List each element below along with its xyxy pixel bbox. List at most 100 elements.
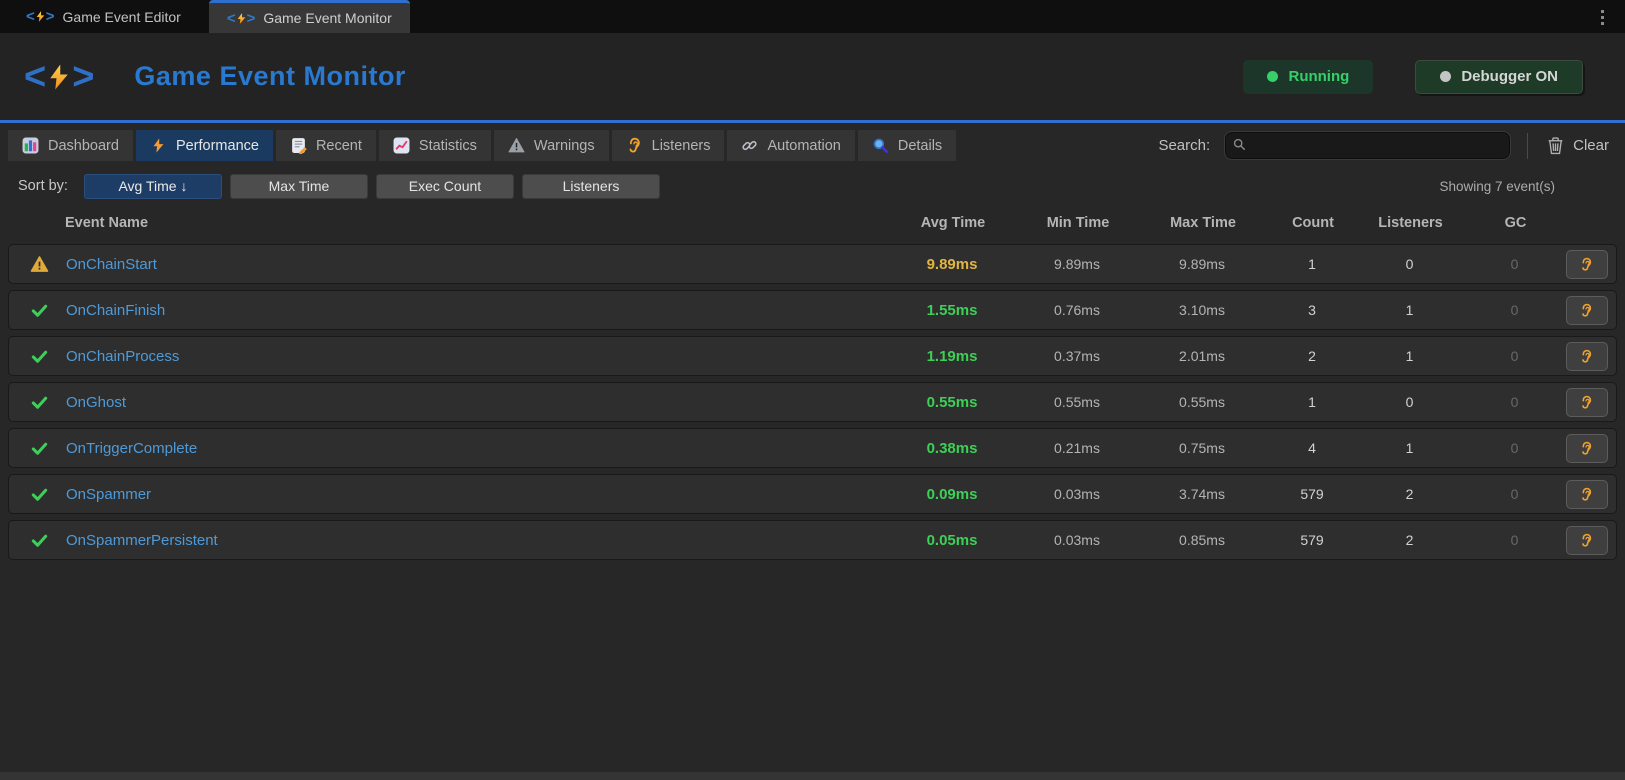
debugger-dot-icon xyxy=(1440,71,1452,82)
debugger-label: Debugger ON xyxy=(1461,68,1558,85)
tab-recent[interactable]: Recent xyxy=(275,130,376,161)
table-row[interactable]: OnGhost 0.55ms 0.55ms 0.55ms 1 0 0 xyxy=(8,382,1617,422)
table-row[interactable]: OnSpammerPersistent 0.05ms 0.03ms 0.85ms… xyxy=(8,520,1617,560)
tab-performance[interactable]: Performance xyxy=(135,130,273,161)
min-time-value: 0.76ms xyxy=(1054,302,1100,318)
tab-warnings[interactable]: Warnings xyxy=(493,130,609,161)
kebab-menu-icon[interactable] xyxy=(1593,6,1611,28)
lightning-brackets-icon: < > xyxy=(24,55,95,98)
running-dot-icon xyxy=(1267,71,1279,82)
gc-value: 0 xyxy=(1510,532,1519,548)
table-row[interactable]: OnSpammer 0.09ms 0.03ms 3.74ms 579 2 0 xyxy=(8,474,1617,514)
column-max-time: Max Time xyxy=(1170,215,1236,231)
memo-icon xyxy=(292,138,307,154)
debugger-status-badge[interactable]: Debugger ON xyxy=(1415,59,1583,94)
clear-label: Clear xyxy=(1573,137,1609,154)
event-name-link[interactable]: OnChainFinish xyxy=(66,301,166,319)
avg-time-value: 0.05ms xyxy=(926,531,978,549)
listeners-ear-button[interactable] xyxy=(1565,387,1608,417)
running-label: Running xyxy=(1288,68,1350,85)
event-name-link[interactable]: OnChainStart xyxy=(66,255,157,273)
showing-count-text: Showing 7 event(s) xyxy=(1439,178,1555,194)
check-status-icon xyxy=(29,438,49,458)
listeners-value: 1 xyxy=(1405,302,1414,318)
column-avg-time: Avg Time xyxy=(920,215,986,231)
min-time-value: 0.37ms xyxy=(1054,348,1100,364)
search-icon xyxy=(1234,138,1246,151)
doc-tab-game-event-monitor[interactable]: < > Game Event Monitor xyxy=(208,0,410,33)
gc-value: 0 xyxy=(1510,486,1519,502)
avg-time-value: 9.89ms xyxy=(926,255,978,273)
ear-icon xyxy=(1579,302,1594,319)
table-row[interactable]: OnTriggerComplete 0.38ms 0.21ms 0.75ms 4… xyxy=(8,428,1617,468)
tab-automation[interactable]: Automation xyxy=(727,130,855,161)
clear-button[interactable]: Clear xyxy=(1543,132,1617,159)
column-event-name: Event Name xyxy=(65,215,149,231)
listeners-value: 2 xyxy=(1405,486,1414,502)
table-row[interactable]: OnChainFinish 1.55ms 0.76ms 3.10ms 3 1 0 xyxy=(8,290,1617,330)
sort-button-exec-count[interactable]: Exec Count xyxy=(375,173,514,199)
event-name-link[interactable]: OnTriggerComplete xyxy=(66,439,198,457)
doc-tab-game-event-editor[interactable]: < > Game Event Editor xyxy=(8,0,199,33)
tab-label: Warnings xyxy=(533,137,595,154)
listeners-ear-button[interactable] xyxy=(1565,295,1608,325)
warning-status-icon xyxy=(29,254,49,274)
count-value: 4 xyxy=(1308,440,1316,456)
column-gc: GC xyxy=(1504,215,1527,231)
check-status-icon xyxy=(29,300,49,320)
ear-icon xyxy=(1579,440,1594,457)
gc-value: 0 xyxy=(1510,302,1519,318)
listeners-ear-button[interactable] xyxy=(1565,479,1608,509)
tab-label: Details xyxy=(897,137,943,154)
listeners-value: 0 xyxy=(1405,394,1414,410)
listeners-ear-button[interactable] xyxy=(1565,341,1608,371)
listeners-ear-button[interactable] xyxy=(1565,249,1608,279)
sort-by-label: Sort by: xyxy=(18,178,68,194)
header-divider xyxy=(0,120,1625,123)
tab-statistics[interactable]: Statistics xyxy=(378,130,491,161)
tab-dashboard[interactable]: Dashboard xyxy=(8,130,133,161)
sort-bar: Sort by: Avg Time ↓ Max Time Exec Count … xyxy=(0,168,1625,204)
header: < > Game Event Monitor Running Debugger O… xyxy=(0,33,1625,120)
listeners-value: 0 xyxy=(1405,256,1414,272)
chart-increasing-icon xyxy=(393,137,410,154)
tab-label: Performance xyxy=(175,137,259,154)
max-time-value: 0.55ms xyxy=(1179,394,1225,410)
max-time-value: 3.10ms xyxy=(1179,302,1225,318)
column-min-time: Min Time xyxy=(1046,215,1110,231)
table-row[interactable]: OnChainStart 9.89ms 9.89ms 9.89ms 1 0 0 xyxy=(8,244,1617,284)
min-time-value: 0.03ms xyxy=(1054,532,1100,548)
game-event-bolt-icon: < > xyxy=(226,9,256,27)
sort-button-max-time[interactable]: Max Time xyxy=(229,173,368,199)
table-row[interactable]: OnChainProcess 1.19ms 0.37ms 2.01ms 2 1 … xyxy=(8,336,1617,376)
avg-time-value: 0.55ms xyxy=(926,393,978,411)
max-time-value: 2.01ms xyxy=(1179,348,1225,364)
check-status-icon xyxy=(29,392,49,412)
tab-listeners[interactable]: Listeners xyxy=(611,130,725,161)
column-count: Count xyxy=(1292,215,1334,231)
listeners-ear-button[interactable] xyxy=(1565,433,1608,463)
event-name-link[interactable]: OnSpammerPersistent xyxy=(66,531,218,549)
check-status-icon xyxy=(29,484,49,504)
sort-button-listeners[interactable]: Listeners xyxy=(521,173,660,199)
listeners-value: 2 xyxy=(1405,532,1414,548)
magnifier-icon xyxy=(873,138,888,153)
max-time-value: 3.74ms xyxy=(1179,486,1225,502)
max-time-value: 9.89ms xyxy=(1179,256,1225,272)
doc-tab-label: Game Event Monitor xyxy=(263,10,392,26)
sort-button-avg-time[interactable]: Avg Time ↓ xyxy=(83,173,222,199)
event-name-link[interactable]: OnGhost xyxy=(66,393,127,411)
listeners-ear-button[interactable] xyxy=(1565,525,1608,555)
running-status-badge: Running xyxy=(1243,59,1374,94)
event-name-link[interactable]: OnChainProcess xyxy=(66,347,180,365)
tab-label: Statistics xyxy=(418,137,477,154)
avg-time-value: 0.38ms xyxy=(926,439,978,457)
tab-details[interactable]: Details xyxy=(857,130,957,161)
search-label: Search: xyxy=(1158,137,1211,154)
link-icon xyxy=(742,140,758,151)
search-input[interactable] xyxy=(1224,131,1512,160)
event-name-link[interactable]: OnSpammer xyxy=(66,485,152,503)
window-bottom-edge xyxy=(0,772,1625,780)
count-value: 1 xyxy=(1308,256,1316,272)
